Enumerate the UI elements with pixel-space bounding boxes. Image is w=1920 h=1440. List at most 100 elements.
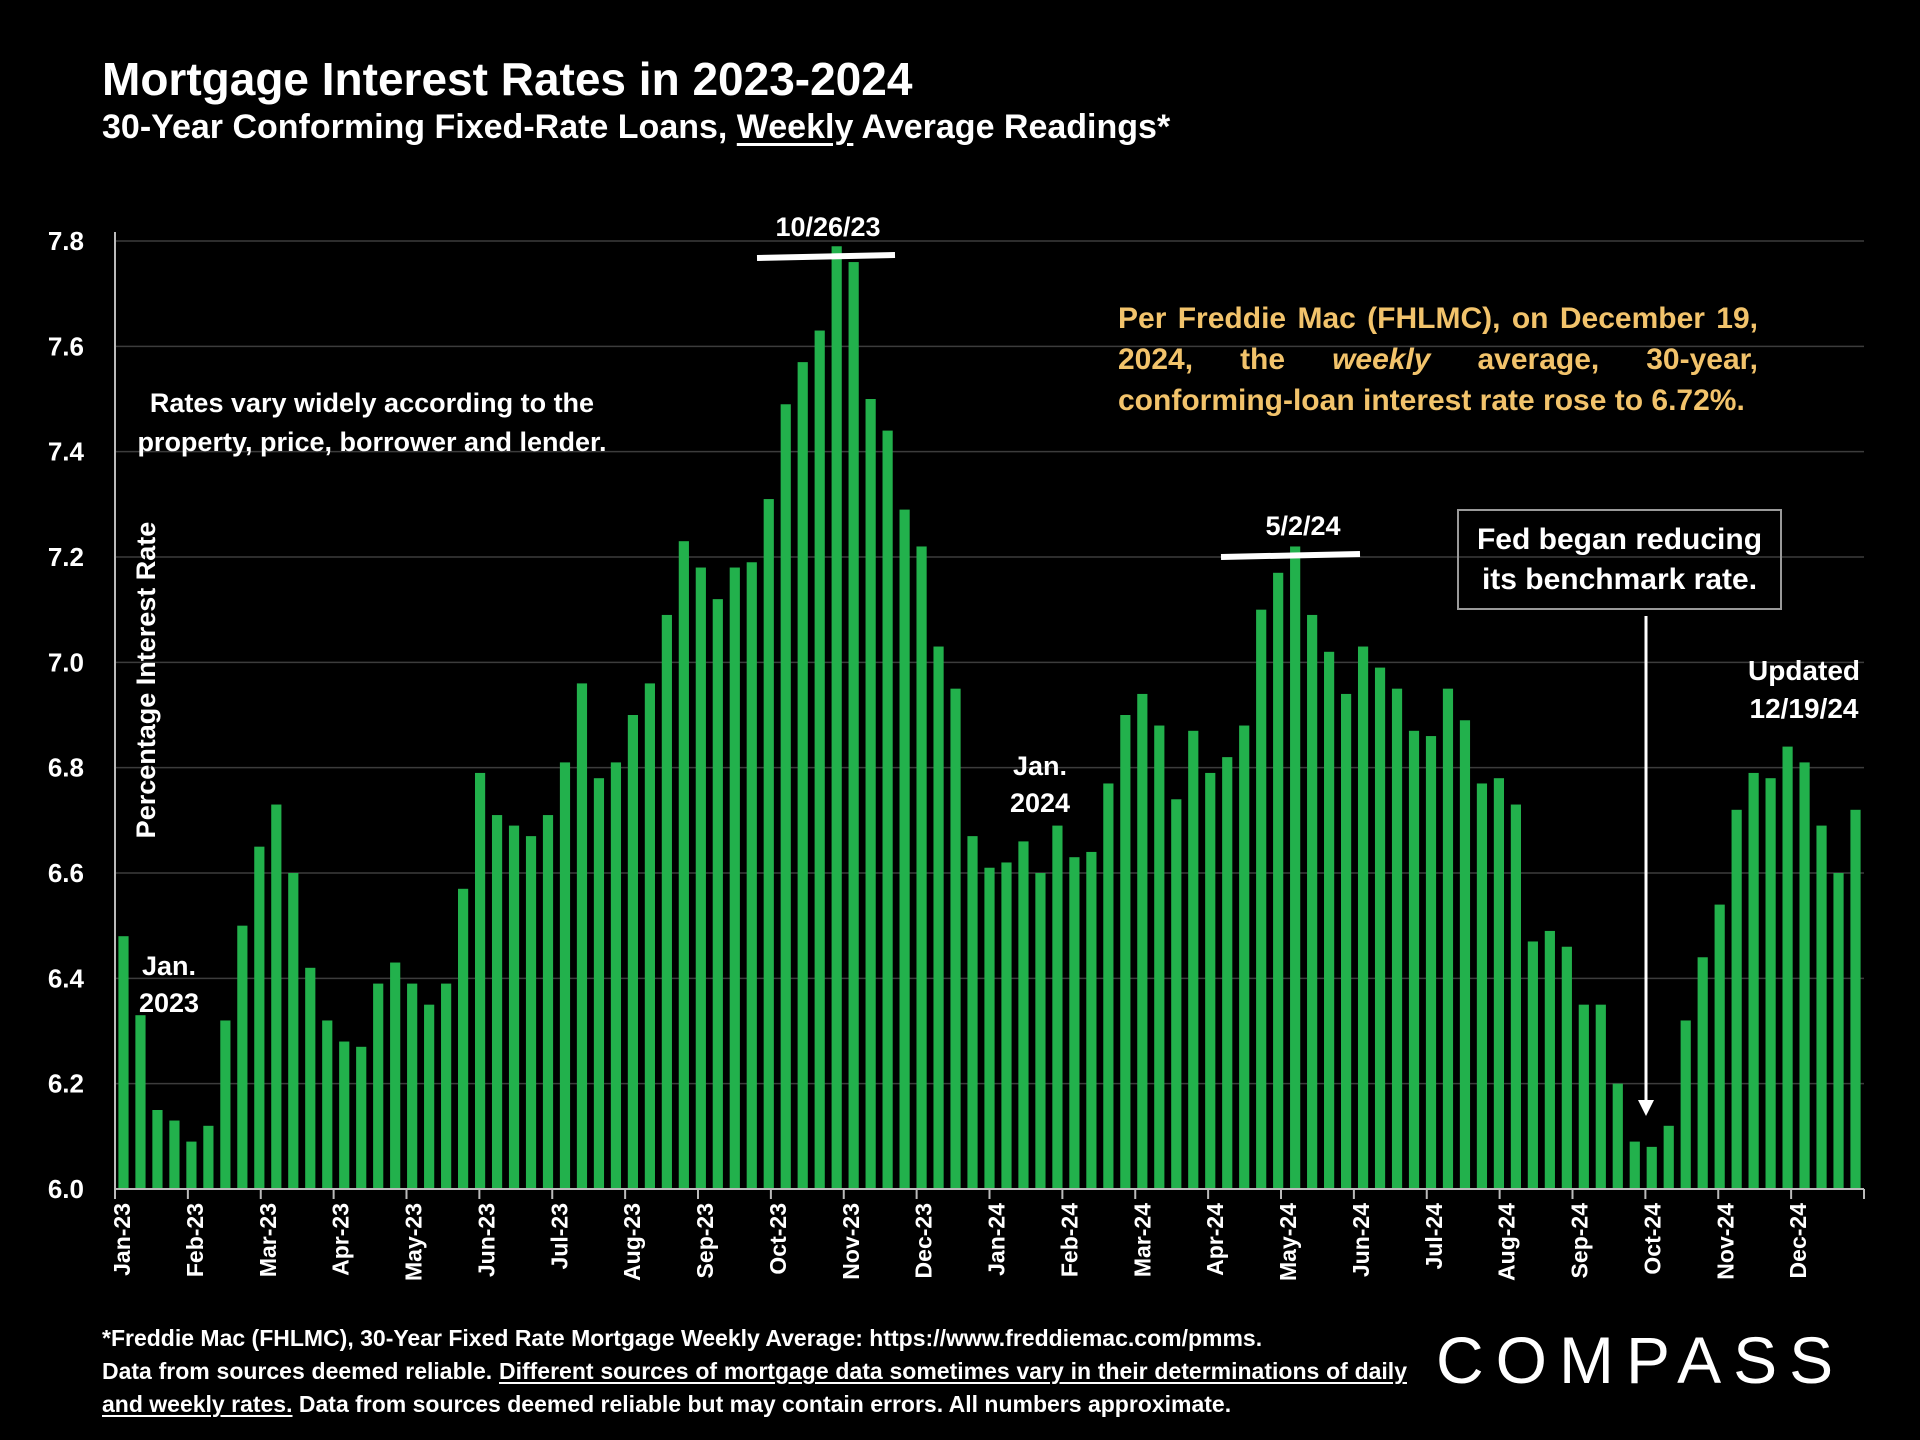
- bar: [831, 246, 842, 1189]
- x-tick-label: Nov-24: [1712, 1203, 1738, 1280]
- bar: [1052, 825, 1063, 1189]
- bar: [254, 846, 265, 1189]
- chart-subtitle: 30-Year Conforming Fixed-Rate Loans, Wee…: [102, 108, 1170, 147]
- bar: [1714, 904, 1725, 1189]
- x-tick-label: Mar-24: [1129, 1203, 1155, 1277]
- bar: [1188, 730, 1199, 1189]
- x-tick-label: Dec-23: [911, 1203, 937, 1278]
- jan-2023-label: Jan.: [142, 951, 196, 981]
- footer-source-line: *Freddie Mac (FHLMC), 30-Year Fixed Rate…: [102, 1325, 1263, 1351]
- bar: [356, 1046, 367, 1189]
- y-tick-label: 7.8: [48, 226, 84, 256]
- bar: [1442, 688, 1454, 1189]
- bar: [1493, 778, 1505, 1189]
- bar: [678, 541, 689, 1189]
- y-tick-label: 6.0: [48, 1174, 84, 1204]
- x-tick-label: May-24: [1275, 1203, 1301, 1281]
- bar: [814, 330, 825, 1189]
- bar: [1629, 1141, 1640, 1189]
- subtitle-part-1: 30-Year Conforming Fixed-Rate Loans,: [102, 108, 737, 146]
- x-tick-label: Oct-24: [1639, 1203, 1665, 1275]
- bar: [1731, 809, 1742, 1189]
- x-tick-label: Feb-23: [182, 1203, 208, 1277]
- bar: [933, 646, 944, 1189]
- bar: [1680, 1020, 1691, 1189]
- x-tick-label: Jul-23: [546, 1203, 572, 1269]
- footer-text-1: Data from sources deemed reliable.: [102, 1358, 499, 1384]
- x-tick-label: Jul-24: [1421, 1203, 1447, 1270]
- bar: [1357, 646, 1369, 1189]
- fed-callout-line-2: its benchmark rate.: [1481, 563, 1758, 596]
- bar: [1256, 609, 1267, 1189]
- bar: [984, 867, 995, 1189]
- fhlmc-text-1: Per Freddie Mac (FHLMC), on December 19,…: [1118, 302, 1758, 376]
- bar: [1663, 1125, 1674, 1189]
- axes: [114, 232, 1865, 1199]
- bar: [407, 983, 418, 1189]
- footer-note: *Freddie Mac (FHLMC), 30-Year Fixed Rate…: [102, 1322, 1407, 1421]
- bar: [559, 762, 571, 1189]
- fed-callout-line-1: Fed began reducing: [1476, 523, 1763, 556]
- x-tick-label: Feb-24: [1056, 1203, 1082, 1277]
- updated-label: Updated 12/19/24: [1736, 652, 1872, 728]
- bar: [339, 1041, 350, 1189]
- bar: [220, 1020, 231, 1189]
- bar: [865, 399, 876, 1189]
- bar: [288, 873, 299, 1189]
- bar: [1697, 957, 1708, 1189]
- peak-marker-oct23: [756, 252, 896, 261]
- bar: [1273, 572, 1284, 1189]
- bar: [1595, 1004, 1606, 1189]
- rates-vary-note: Rates vary widely according to the prope…: [137, 388, 607, 457]
- bar: [1086, 851, 1097, 1189]
- bar: [1748, 772, 1759, 1189]
- bar: [1324, 651, 1335, 1189]
- bar: [967, 836, 978, 1189]
- y-tick-label: 7.6: [48, 331, 84, 361]
- x-tick-label: Jan-23: [109, 1203, 135, 1276]
- bar: [712, 599, 723, 1189]
- bar: [322, 1020, 333, 1189]
- bar: [593, 778, 605, 1189]
- x-tick-label: May-23: [401, 1203, 427, 1281]
- bar: [899, 509, 910, 1190]
- bar: [186, 1141, 197, 1189]
- fhlmc-italic-word: weekly: [1332, 343, 1431, 376]
- bar: [576, 683, 588, 1189]
- jan-2024-label: Jan.: [1013, 751, 1067, 781]
- bar: [1340, 693, 1352, 1189]
- subtitle-underlined-word: Weekly: [736, 108, 854, 146]
- bar: [627, 715, 639, 1189]
- bar: [508, 825, 520, 1189]
- bar-series: [118, 246, 1861, 1190]
- bar: [882, 430, 893, 1190]
- bar: [1527, 941, 1538, 1189]
- bar: [1425, 736, 1437, 1189]
- bar: [1782, 746, 1793, 1189]
- bar: [1646, 1146, 1657, 1189]
- bar: [797, 362, 808, 1190]
- bar: [1544, 930, 1555, 1189]
- x-tick-label: Jun-23: [473, 1203, 499, 1277]
- jan-2023-year: 2023: [139, 988, 199, 1018]
- bar: [1561, 946, 1572, 1189]
- fhlmc-callout: Per Freddie Mac (FHLMC), on December 19,…: [1118, 298, 1758, 421]
- fed-arrow-head-icon: [1638, 1100, 1654, 1116]
- bar: [746, 562, 757, 1189]
- bar: [1850, 809, 1861, 1189]
- bar: [1765, 778, 1776, 1189]
- bar: [1239, 725, 1250, 1189]
- x-tick-label: Aug-23: [619, 1203, 645, 1281]
- x-tick-label: Apr-24: [1202, 1203, 1228, 1276]
- bar: [441, 983, 452, 1189]
- bar: [525, 836, 537, 1189]
- subtitle-part-2: Average Readings*: [853, 108, 1171, 146]
- bar: [1001, 862, 1012, 1189]
- bar: [610, 762, 622, 1189]
- bar: [644, 683, 655, 1189]
- y-tick-label: 6.8: [48, 753, 84, 783]
- jan-2024-year: 2024: [1010, 788, 1070, 818]
- bar: [950, 688, 961, 1189]
- bar: [305, 967, 316, 1189]
